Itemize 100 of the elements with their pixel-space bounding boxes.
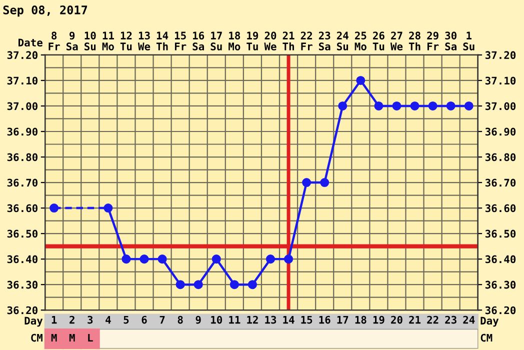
text: L xyxy=(88,334,93,342)
text: 12 Tu xyxy=(120,32,132,50)
y-tick-label: 36.30 xyxy=(7,280,38,289)
x-tick-label: 22 xyxy=(427,316,438,324)
text: Day xyxy=(480,316,499,327)
y-tick-label: 37.20 xyxy=(7,51,38,60)
text: 23 Sa xyxy=(318,32,330,50)
text: 30 Sa xyxy=(445,32,456,50)
x-tick-label: 15 xyxy=(301,316,312,324)
x-tick-label: 4 xyxy=(106,316,111,324)
y2-tick-label: 37.10 xyxy=(485,76,516,85)
point xyxy=(212,254,221,264)
text: 16 Sa xyxy=(192,32,204,50)
text: M xyxy=(69,334,75,342)
x2-axis-title: Date xyxy=(18,38,42,46)
y2-tick-label: 37.20 xyxy=(485,51,516,60)
text: 26 Tu xyxy=(372,32,384,50)
text: 14 Th xyxy=(156,32,168,50)
y2-tick-label: 36.50 xyxy=(485,230,516,238)
text: 1 Su xyxy=(463,32,474,50)
point xyxy=(176,280,185,290)
y-tick-label: 36.70 xyxy=(7,178,38,187)
point xyxy=(446,101,456,110)
y2-tick-label: 37.00 xyxy=(485,102,516,110)
point xyxy=(338,101,348,110)
x-tick-label: 7 xyxy=(160,316,165,324)
text: 10 Su xyxy=(84,32,96,50)
text: 17 Su xyxy=(210,32,222,50)
chart-title: Sep 08, 2017 xyxy=(3,5,88,17)
x-tick-label: 5 xyxy=(124,316,129,324)
x-tick-label: 6 xyxy=(142,316,147,324)
y-tick-label: 36.90 xyxy=(7,128,38,136)
x-tick-label: 9 xyxy=(196,316,201,324)
y-tick-label: 36.50 xyxy=(7,230,38,238)
x-tick-label: 8 xyxy=(178,316,183,324)
y-tick-label: 37.10 xyxy=(7,76,38,85)
x-tick-label: 24 xyxy=(463,316,475,324)
x-axis-title: Day xyxy=(24,316,43,327)
point xyxy=(320,178,330,188)
y2-tick-label: 36.60 xyxy=(485,204,516,212)
point xyxy=(266,254,276,264)
text: 9 Sa xyxy=(66,32,78,50)
point xyxy=(428,101,438,110)
x-tick-label: 11 xyxy=(229,316,240,324)
text: 8 Fr xyxy=(48,32,60,50)
x-tick-label: 23 xyxy=(445,316,456,324)
text: 13 We xyxy=(138,32,150,50)
y-tick-label: 36.60 xyxy=(7,204,38,212)
text: 27 We xyxy=(390,32,403,50)
x-tick-label: 19 xyxy=(373,316,384,324)
x-tick-label: 18 xyxy=(355,316,366,324)
point xyxy=(392,101,402,110)
x-tick-label: 21 xyxy=(409,316,421,324)
point xyxy=(410,101,420,110)
text: 24 Su xyxy=(336,32,348,50)
y2-tick-label: 36.90 xyxy=(485,128,516,136)
x-tick-label: 17 xyxy=(337,316,348,324)
x-tick-label: 10 xyxy=(211,316,222,324)
y2-tick-label: 36.20 xyxy=(485,306,516,314)
point xyxy=(230,280,239,290)
point xyxy=(50,204,59,213)
text: 22 Fr xyxy=(300,32,312,50)
x-tick-label: 1 xyxy=(52,316,57,324)
y2-tick-label: 36.30 xyxy=(485,280,516,289)
text: CM xyxy=(31,334,42,342)
text: CM xyxy=(480,334,492,342)
y2-tick-label: 36.80 xyxy=(485,153,516,162)
text: 29 Fr xyxy=(427,32,439,50)
point xyxy=(104,204,113,213)
y-tick-label: 36.80 xyxy=(7,153,38,162)
point xyxy=(158,254,167,264)
x-tick-label: 13 xyxy=(265,316,276,324)
x-tick-label: 14 xyxy=(283,316,294,324)
y-tick-label: 36.20 xyxy=(7,306,38,314)
text: 20 We xyxy=(264,32,276,50)
point xyxy=(194,280,203,290)
y-tick-label: 36.40 xyxy=(7,255,38,264)
point xyxy=(248,280,257,290)
y-tick-label: 37.00 xyxy=(7,102,38,110)
text: M xyxy=(51,334,57,342)
point xyxy=(140,254,149,264)
text: 25 Mo xyxy=(354,32,366,50)
x-tick-label: 2 xyxy=(70,316,74,324)
x-tick-label: 3 xyxy=(88,316,93,324)
text: 19 Tu xyxy=(246,32,258,50)
x-tick-label: 20 xyxy=(391,316,402,324)
text: 15 Fr xyxy=(174,32,186,50)
text: 28 Th xyxy=(408,32,420,50)
x-tick-label: 12 xyxy=(247,316,258,324)
point xyxy=(122,254,131,264)
y2-tick-label: 36.70 xyxy=(485,178,516,187)
text: 11 Mo xyxy=(102,32,114,50)
point xyxy=(302,178,312,188)
text: 18 Mo xyxy=(228,32,240,50)
point xyxy=(464,101,474,110)
point xyxy=(374,101,384,110)
y2-tick-label: 36.40 xyxy=(485,255,516,264)
point xyxy=(356,76,366,85)
point xyxy=(284,254,294,264)
text: 21 Th xyxy=(282,32,294,50)
